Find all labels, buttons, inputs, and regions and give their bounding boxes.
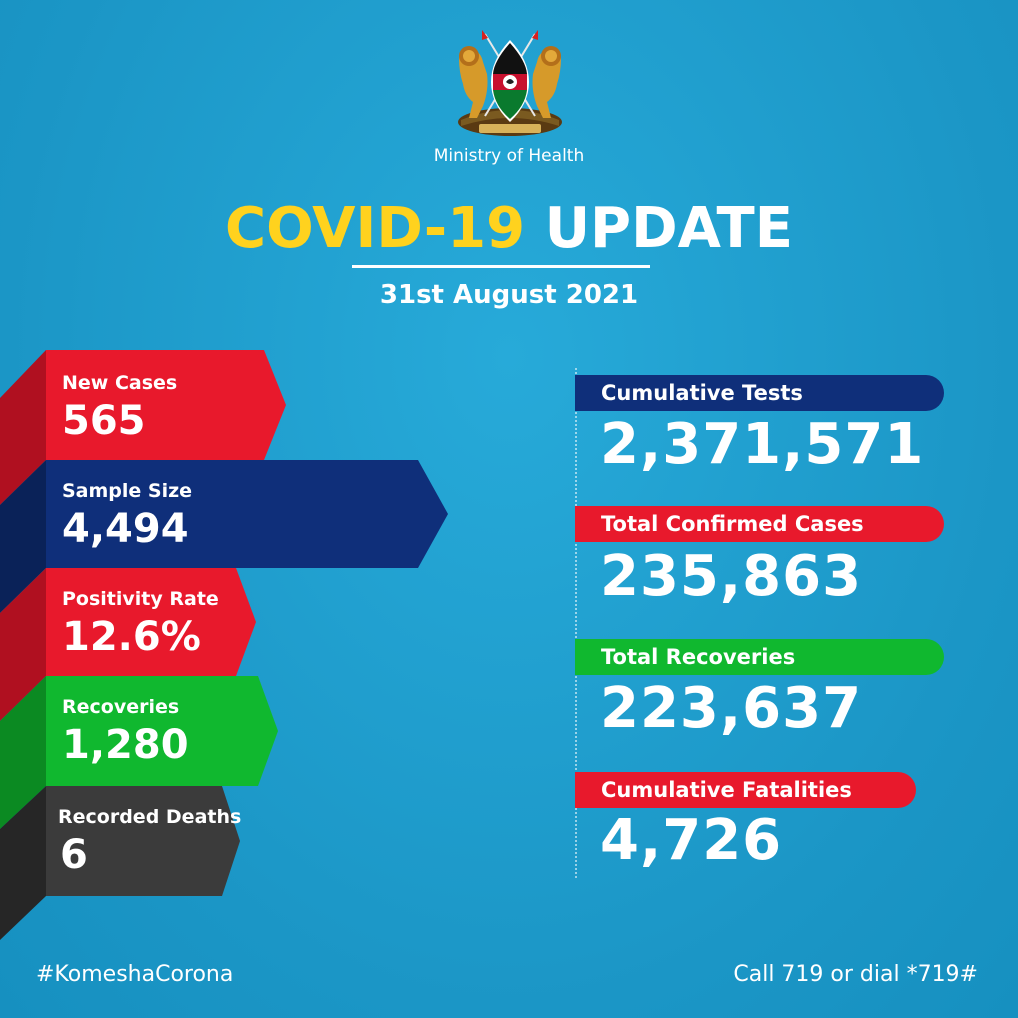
stats-divider	[575, 368, 577, 878]
cumulative-tests-value: 2,371,571	[600, 412, 925, 477]
new-cases-label: New Cases	[62, 372, 178, 394]
hashtag: #KomeshaCorona	[36, 962, 234, 987]
sample-size-value: 4,494	[62, 506, 189, 552]
sample-size-label: Sample Size	[62, 480, 193, 502]
recoveries-label: Recoveries	[62, 696, 180, 718]
total-confirmed-value: 235,863	[600, 544, 863, 609]
title-covid: COVID-19	[224, 196, 526, 261]
positivity-rate-value: 12.6%	[62, 614, 201, 660]
recoveries-value: 1,280	[62, 722, 189, 768]
cumulative-tests-pill: Cumulative Tests	[575, 375, 944, 411]
ministry-name: Ministry of Health	[433, 146, 585, 166]
total-recoveries-value: 223,637	[600, 676, 863, 741]
total-recoveries-pill: Total Recoveries	[575, 639, 944, 675]
update-date: 31st August 2021	[379, 280, 639, 310]
title-underline	[352, 265, 650, 268]
positivity-rate-label: Positivity Rate	[62, 588, 219, 610]
total-confirmed-pill: Total Confirmed Cases	[575, 506, 944, 542]
new-cases-value: 565	[62, 398, 146, 444]
cumulative-fatalities-value: 4,726	[600, 808, 783, 873]
ribbon-recoveries	[46, 676, 278, 786]
ribbon-positivity-rate	[46, 568, 256, 676]
recorded-deaths-value: 6	[60, 832, 88, 878]
ribbon-sample-size	[46, 460, 448, 568]
helpline-info: Call 719 or dial *719#	[733, 962, 978, 987]
kenya-coat-of-arms-icon	[458, 30, 562, 136]
ribbon-new-cases	[46, 350, 286, 460]
ribbon-recorded-deaths	[46, 786, 240, 896]
recorded-deaths-label: Recorded Deaths	[58, 806, 242, 828]
cumulative-fatalities-pill: Cumulative Fatalities	[575, 772, 916, 808]
page-title: COVID-19 UPDATE	[0, 196, 1018, 261]
title-update: UPDATE	[544, 196, 794, 261]
